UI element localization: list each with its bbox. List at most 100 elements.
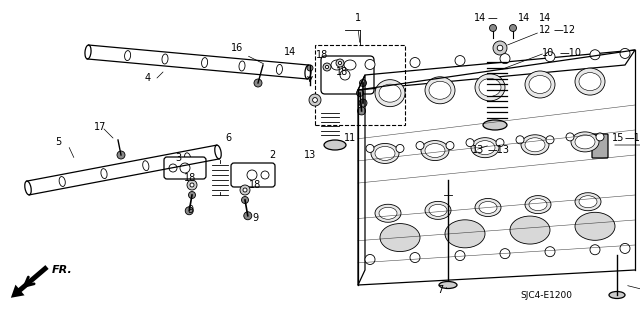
Circle shape bbox=[365, 59, 375, 70]
Ellipse shape bbox=[525, 196, 551, 214]
Ellipse shape bbox=[143, 161, 149, 171]
Text: 6: 6 bbox=[225, 133, 231, 143]
Ellipse shape bbox=[380, 224, 420, 252]
Circle shape bbox=[339, 61, 342, 65]
Ellipse shape bbox=[571, 132, 599, 152]
Ellipse shape bbox=[445, 220, 485, 248]
Ellipse shape bbox=[579, 73, 601, 91]
Text: 12: 12 bbox=[539, 25, 551, 35]
Circle shape bbox=[590, 245, 600, 255]
FancyBboxPatch shape bbox=[164, 157, 206, 179]
Ellipse shape bbox=[475, 74, 505, 101]
Ellipse shape bbox=[162, 54, 168, 64]
Ellipse shape bbox=[375, 204, 401, 222]
Circle shape bbox=[359, 99, 367, 107]
Circle shape bbox=[620, 48, 630, 58]
Text: 13: 13 bbox=[472, 145, 484, 155]
Circle shape bbox=[240, 185, 250, 195]
Circle shape bbox=[410, 253, 420, 263]
Ellipse shape bbox=[609, 292, 625, 299]
Circle shape bbox=[325, 65, 328, 69]
Circle shape bbox=[309, 94, 321, 106]
Ellipse shape bbox=[439, 281, 457, 288]
Circle shape bbox=[185, 207, 193, 215]
Ellipse shape bbox=[425, 77, 455, 104]
Ellipse shape bbox=[421, 141, 449, 160]
Ellipse shape bbox=[429, 204, 447, 216]
Text: 11: 11 bbox=[344, 133, 356, 143]
Circle shape bbox=[509, 25, 516, 32]
Ellipse shape bbox=[575, 68, 605, 95]
Circle shape bbox=[312, 98, 317, 102]
Circle shape bbox=[336, 59, 344, 67]
Ellipse shape bbox=[125, 51, 131, 61]
Ellipse shape bbox=[101, 169, 107, 179]
Circle shape bbox=[493, 41, 507, 55]
Text: —12: —12 bbox=[554, 25, 576, 35]
Ellipse shape bbox=[471, 138, 499, 158]
Circle shape bbox=[340, 70, 350, 80]
Circle shape bbox=[241, 197, 248, 204]
Ellipse shape bbox=[475, 141, 495, 155]
Circle shape bbox=[117, 151, 125, 159]
Text: FR.: FR. bbox=[52, 265, 73, 275]
Circle shape bbox=[366, 145, 374, 152]
Circle shape bbox=[323, 63, 331, 71]
Circle shape bbox=[500, 54, 510, 63]
Ellipse shape bbox=[379, 207, 397, 219]
Circle shape bbox=[247, 170, 257, 180]
Text: 5: 5 bbox=[55, 137, 61, 147]
Text: 4: 4 bbox=[145, 73, 151, 83]
Circle shape bbox=[545, 247, 555, 257]
Ellipse shape bbox=[429, 81, 451, 99]
Text: 14: 14 bbox=[539, 13, 551, 23]
Bar bbox=[315, 45, 405, 125]
Text: 7: 7 bbox=[437, 285, 443, 295]
Ellipse shape bbox=[475, 198, 501, 217]
Ellipse shape bbox=[425, 201, 451, 219]
Text: SJC4-E1200: SJC4-E1200 bbox=[520, 291, 572, 300]
Circle shape bbox=[261, 171, 269, 179]
Circle shape bbox=[356, 90, 364, 97]
FancyBboxPatch shape bbox=[321, 56, 374, 94]
Text: 9: 9 bbox=[252, 213, 258, 223]
Circle shape bbox=[187, 180, 197, 190]
Ellipse shape bbox=[276, 64, 282, 74]
Ellipse shape bbox=[483, 120, 507, 130]
Ellipse shape bbox=[575, 212, 615, 240]
Text: 18: 18 bbox=[184, 173, 196, 183]
Ellipse shape bbox=[521, 135, 549, 155]
Text: 15: 15 bbox=[612, 133, 624, 143]
Circle shape bbox=[169, 164, 177, 172]
Ellipse shape bbox=[529, 199, 547, 211]
Circle shape bbox=[490, 25, 497, 32]
FancyArrow shape bbox=[11, 265, 49, 298]
Circle shape bbox=[446, 142, 454, 150]
Circle shape bbox=[566, 133, 574, 141]
Circle shape bbox=[455, 251, 465, 261]
Text: —: — bbox=[487, 13, 497, 23]
Circle shape bbox=[546, 136, 554, 144]
Ellipse shape bbox=[202, 58, 207, 68]
Ellipse shape bbox=[375, 146, 395, 160]
Circle shape bbox=[590, 50, 600, 60]
Circle shape bbox=[545, 52, 555, 62]
Ellipse shape bbox=[525, 138, 545, 152]
Text: 14: 14 bbox=[518, 13, 530, 23]
FancyBboxPatch shape bbox=[231, 163, 275, 187]
Ellipse shape bbox=[575, 193, 601, 211]
Ellipse shape bbox=[529, 76, 551, 93]
Circle shape bbox=[365, 255, 375, 264]
Ellipse shape bbox=[375, 80, 405, 107]
Circle shape bbox=[500, 249, 510, 259]
Circle shape bbox=[189, 191, 195, 198]
Ellipse shape bbox=[331, 60, 343, 70]
Text: 18: 18 bbox=[336, 67, 348, 77]
Text: 1: 1 bbox=[355, 13, 361, 23]
Text: 2: 2 bbox=[269, 150, 275, 160]
Circle shape bbox=[416, 142, 424, 150]
Text: 10: 10 bbox=[542, 48, 554, 58]
Circle shape bbox=[180, 163, 190, 173]
Circle shape bbox=[244, 212, 252, 220]
Text: 3: 3 bbox=[175, 153, 181, 163]
